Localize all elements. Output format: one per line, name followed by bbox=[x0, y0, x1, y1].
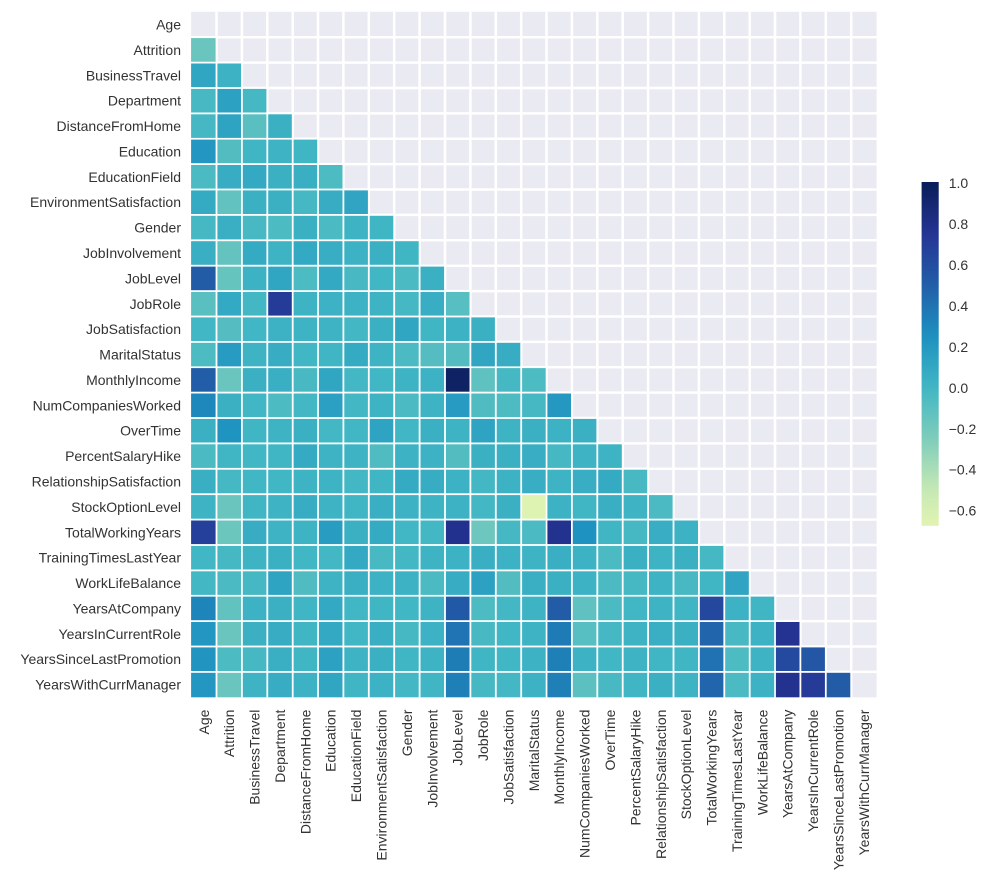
svg-text:JobLevel: JobLevel bbox=[125, 270, 181, 286]
svg-text:0.6: 0.6 bbox=[949, 257, 969, 273]
svg-text:−0.6: −0.6 bbox=[949, 503, 977, 519]
svg-text:Attrition: Attrition bbox=[134, 42, 181, 58]
svg-text:Department: Department bbox=[272, 710, 288, 783]
svg-text:JobSatisfaction: JobSatisfaction bbox=[86, 321, 181, 337]
svg-text:RelationshipSatisfaction: RelationshipSatisfaction bbox=[653, 710, 669, 859]
svg-text:WorkLifeBalance: WorkLifeBalance bbox=[75, 575, 181, 591]
svg-text:TrainingTimesLastYear: TrainingTimesLastYear bbox=[729, 709, 745, 852]
svg-text:YearsAtCompany: YearsAtCompany bbox=[780, 710, 796, 818]
svg-text:0.4: 0.4 bbox=[949, 298, 969, 314]
svg-text:BusinessTravel: BusinessTravel bbox=[86, 67, 181, 83]
svg-text:PercentSalaryHike: PercentSalaryHike bbox=[65, 448, 181, 464]
svg-text:EnvironmentSatisfaction: EnvironmentSatisfaction bbox=[374, 710, 390, 861]
svg-text:Gender: Gender bbox=[134, 220, 181, 236]
svg-text:−0.2: −0.2 bbox=[949, 421, 977, 437]
svg-text:0.2: 0.2 bbox=[949, 339, 969, 355]
svg-text:EnvironmentSatisfaction: EnvironmentSatisfaction bbox=[30, 194, 181, 210]
svg-text:MaritalStatus: MaritalStatus bbox=[526, 710, 542, 792]
svg-text:BusinessTravel: BusinessTravel bbox=[247, 710, 263, 805]
svg-text:YearsSinceLastPromotion: YearsSinceLastPromotion bbox=[831, 710, 847, 871]
svg-text:0.0: 0.0 bbox=[949, 380, 969, 396]
svg-text:MonthlyIncome: MonthlyIncome bbox=[86, 372, 181, 388]
svg-text:Age: Age bbox=[196, 709, 212, 734]
svg-text:StockOptionLevel: StockOptionLevel bbox=[678, 710, 694, 820]
svg-text:Gender: Gender bbox=[399, 709, 415, 756]
svg-text:Age: Age bbox=[156, 17, 181, 33]
svg-text:NumCompaniesWorked: NumCompaniesWorked bbox=[33, 397, 181, 413]
svg-text:TotalWorkingYears: TotalWorkingYears bbox=[65, 524, 181, 540]
svg-text:0.8: 0.8 bbox=[949, 216, 969, 232]
svg-text:DistanceFromHome: DistanceFromHome bbox=[297, 709, 313, 834]
svg-text:YearsWithCurrManager: YearsWithCurrManager bbox=[856, 709, 872, 855]
svg-text:YearsSinceLastPromotion: YearsSinceLastPromotion bbox=[20, 651, 181, 667]
svg-text:−0.4: −0.4 bbox=[949, 462, 977, 478]
svg-text:RelationshipSatisfaction: RelationshipSatisfaction bbox=[32, 474, 181, 490]
svg-text:JobInvolvement: JobInvolvement bbox=[424, 709, 440, 807]
svg-text:YearsInCurrentRole: YearsInCurrentRole bbox=[59, 626, 182, 642]
svg-text:Department: Department bbox=[108, 93, 181, 109]
svg-text:TrainingTimesLastYear: TrainingTimesLastYear bbox=[39, 550, 182, 566]
svg-text:JobSatisfaction: JobSatisfaction bbox=[501, 710, 517, 805]
svg-text:NumCompaniesWorked: NumCompaniesWorked bbox=[577, 710, 593, 858]
svg-text:1.0: 1.0 bbox=[949, 175, 969, 191]
svg-text:TotalWorkingYears: TotalWorkingYears bbox=[704, 710, 720, 826]
svg-text:OverTime: OverTime bbox=[602, 709, 618, 770]
svg-text:Education: Education bbox=[119, 143, 181, 159]
svg-text:YearsInCurrentRole: YearsInCurrentRole bbox=[805, 709, 821, 832]
svg-text:StockOptionLevel: StockOptionLevel bbox=[71, 499, 181, 515]
svg-text:JobRole: JobRole bbox=[130, 296, 182, 312]
svg-text:Education: Education bbox=[323, 710, 339, 772]
svg-text:MaritalStatus: MaritalStatus bbox=[99, 347, 181, 363]
svg-text:JobInvolvement: JobInvolvement bbox=[83, 245, 181, 261]
svg-text:JobRole: JobRole bbox=[475, 709, 491, 761]
svg-text:WorkLifeBalance: WorkLifeBalance bbox=[754, 709, 770, 815]
svg-text:EducationField: EducationField bbox=[348, 710, 364, 803]
svg-text:YearsAtCompany: YearsAtCompany bbox=[73, 600, 181, 616]
svg-text:PercentSalaryHike: PercentSalaryHike bbox=[627, 709, 643, 825]
svg-text:Attrition: Attrition bbox=[221, 710, 237, 757]
svg-text:YearsWithCurrManager: YearsWithCurrManager bbox=[35, 677, 181, 693]
svg-text:JobLevel: JobLevel bbox=[450, 710, 466, 766]
svg-text:EducationField: EducationField bbox=[88, 169, 181, 185]
svg-text:MonthlyIncome: MonthlyIncome bbox=[551, 709, 567, 804]
svg-text:DistanceFromHome: DistanceFromHome bbox=[57, 118, 182, 134]
svg-text:OverTime: OverTime bbox=[120, 423, 181, 439]
